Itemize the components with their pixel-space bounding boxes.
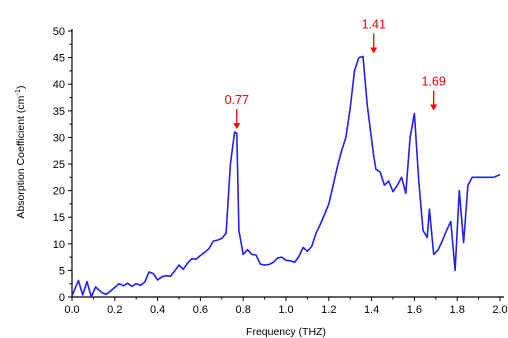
annotation-arrow-head — [233, 123, 241, 130]
x-axis-ticks: 0.0 0.2 0.4 0.6 0.8 1.0 1.2 1.4 1.6 1.8 2.0 — [64, 297, 508, 316]
y-axis-title-superscript: -1 — [13, 89, 22, 96]
peak-annotation: 0.77 — [225, 93, 249, 130]
y-tick-label: 40 — [53, 79, 65, 91]
y-tick-label: 10 — [53, 239, 65, 251]
x-tick-label: 1.6 — [407, 304, 422, 316]
y-tick-label: 35 — [53, 106, 65, 118]
peak-annotations: 0.77 1.41 1.69 — [225, 18, 446, 130]
peak-annotation: 1.41 — [362, 18, 386, 54]
x-tick-label: 1.4 — [364, 304, 379, 316]
y-tick-label: 30 — [53, 132, 65, 144]
x-axis-title: Frequency (THZ) — [246, 326, 326, 338]
y-axis-title: Absorption Coefficient (cm-1) — [13, 85, 27, 218]
y-tick-label: 0 — [59, 292, 65, 304]
series-layer — [71, 55, 501, 298]
x-tick-label: 0.8 — [236, 304, 251, 316]
y-axis-title-main: Absorption Coefficient (cm — [15, 95, 27, 218]
x-tick-label: 1.0 — [278, 304, 293, 316]
y-tick-label: 25 — [53, 159, 65, 171]
annotation-arrow-head — [370, 47, 378, 54]
x-tick-label: 0.0 — [64, 304, 79, 316]
annotation-label: 1.69 — [421, 74, 445, 88]
x-tick-label: 0.4 — [150, 304, 165, 316]
y-tick-label: 50 — [53, 26, 65, 38]
y-axis-ticks: 0 5 10 15 20 25 30 35 40 45 50 — [53, 26, 72, 304]
x-tick-label: 2.0 — [492, 304, 507, 316]
y-tick-label: 45 — [53, 53, 65, 65]
annotation-label: 0.77 — [225, 93, 249, 107]
chart-axes — [71, 29, 504, 298]
x-tick-label: 1.8 — [450, 304, 465, 316]
x-tick-label: 1.2 — [321, 304, 336, 316]
x-tick-label: 0.2 — [107, 304, 122, 316]
series-line — [71, 55, 501, 298]
annotation-label: 1.41 — [362, 18, 386, 32]
peak-annotation: 1.69 — [421, 74, 446, 111]
y-tick-label: 5 — [59, 265, 65, 277]
y-axis-title-close: ) — [15, 85, 27, 89]
x-tick-label: 0.6 — [193, 304, 208, 316]
annotation-arrow-head — [430, 104, 438, 111]
y-tick-label: 20 — [53, 186, 65, 198]
y-tick-label: 15 — [53, 212, 65, 224]
